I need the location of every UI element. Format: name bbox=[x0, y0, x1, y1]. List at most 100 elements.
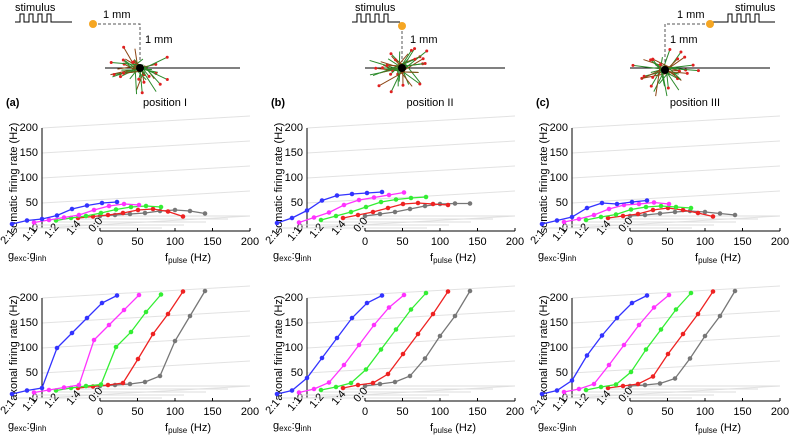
soma bbox=[661, 66, 669, 74]
x-tick-label: 200 bbox=[771, 406, 789, 418]
data-point bbox=[340, 385, 346, 391]
data-point bbox=[423, 290, 429, 296]
data-point bbox=[69, 206, 75, 212]
data-point bbox=[165, 311, 171, 317]
dendrite bbox=[129, 71, 137, 80]
y-tick-label: 150 bbox=[20, 317, 38, 329]
dendrite bbox=[402, 71, 421, 85]
data-point bbox=[378, 199, 384, 205]
z-tick-label: 0:0 bbox=[616, 385, 635, 404]
z-axis-title-part: g bbox=[273, 250, 279, 262]
data-point bbox=[710, 289, 716, 294]
data-point bbox=[120, 210, 126, 216]
electrode bbox=[89, 20, 97, 28]
x-tick-label: 150 bbox=[468, 406, 486, 418]
dendrite bbox=[380, 61, 399, 68]
x-axis-title-part: (Hz) bbox=[452, 252, 476, 264]
z-axis-title-part: g bbox=[538, 420, 544, 432]
synapse bbox=[142, 80, 146, 84]
data-point bbox=[591, 212, 597, 218]
data-point bbox=[415, 200, 421, 206]
y-tick-label: 100 bbox=[550, 342, 568, 354]
series-line bbox=[55, 294, 162, 392]
z-axis-title: gexc:ginh bbox=[538, 420, 576, 433]
y-tick-label: 50 bbox=[291, 197, 303, 209]
synapse bbox=[389, 90, 393, 94]
x-tick-label: 0 bbox=[97, 236, 103, 248]
synapse bbox=[651, 75, 655, 79]
y-tick-label: 50 bbox=[26, 367, 38, 379]
data-point bbox=[318, 217, 324, 223]
data-point bbox=[46, 217, 52, 223]
y-tick-label: 150 bbox=[550, 147, 568, 159]
data-point bbox=[355, 382, 361, 388]
dendrite bbox=[397, 56, 421, 66]
diagram-b: stimulus 1 mm bbox=[352, 2, 505, 94]
data-point bbox=[364, 300, 370, 306]
electrode bbox=[706, 20, 714, 28]
data-point bbox=[385, 371, 391, 377]
data-point bbox=[91, 207, 97, 213]
data-point bbox=[202, 288, 208, 294]
x-tick-label: 0 bbox=[97, 406, 103, 418]
data-point bbox=[400, 351, 406, 357]
grid-line bbox=[571, 285, 781, 299]
data-point bbox=[377, 381, 383, 387]
grid-line bbox=[41, 115, 251, 129]
synapse bbox=[683, 55, 687, 59]
x-tick-label: 50 bbox=[131, 406, 143, 418]
dendrite bbox=[655, 66, 661, 97]
x-axis-title: fpulse (Hz) bbox=[695, 252, 741, 265]
x-axis-title-part: f bbox=[695, 422, 699, 434]
data-point bbox=[636, 322, 642, 328]
y-tick-label: 150 bbox=[285, 317, 303, 329]
x-axis-title-part: f bbox=[430, 252, 434, 264]
synapse bbox=[377, 84, 381, 88]
z-tick-label: 1:4 bbox=[64, 218, 83, 237]
x-tick-label: 100 bbox=[696, 236, 714, 248]
diagram-c: stimulus 1 mm 1 mm bbox=[630, 2, 776, 97]
series-line bbox=[55, 205, 162, 222]
data-point bbox=[401, 292, 407, 298]
data-point bbox=[658, 203, 664, 209]
series-line bbox=[563, 294, 670, 393]
data-point bbox=[591, 381, 597, 387]
data-point bbox=[356, 197, 362, 203]
grid-line bbox=[306, 115, 516, 129]
synapse bbox=[409, 48, 413, 52]
data-point bbox=[172, 338, 178, 344]
x-tick-label: 200 bbox=[241, 236, 259, 248]
data-point bbox=[180, 214, 186, 219]
data-point bbox=[180, 289, 186, 294]
data-point bbox=[334, 193, 340, 198]
x-tick-label: 100 bbox=[166, 406, 184, 418]
z-axis-title-part: g bbox=[273, 420, 279, 432]
data-point bbox=[296, 220, 302, 225]
stimulus-label: stimulus bbox=[735, 2, 776, 14]
z-axis-title-part: inh bbox=[566, 424, 577, 433]
data-point bbox=[98, 382, 104, 387]
data-point bbox=[39, 385, 45, 391]
synapse bbox=[121, 58, 125, 62]
data-point bbox=[651, 200, 657, 205]
data-point bbox=[644, 198, 650, 203]
data-point bbox=[120, 380, 126, 386]
data-point bbox=[172, 207, 178, 213]
data-point bbox=[128, 329, 134, 335]
panel-title: position III bbox=[670, 97, 720, 109]
data-point bbox=[673, 307, 679, 312]
series-line bbox=[629, 290, 736, 387]
z-tick-label: 0:0 bbox=[351, 215, 370, 234]
data-point bbox=[24, 388, 30, 393]
y-tick-label: 50 bbox=[291, 367, 303, 379]
data-point bbox=[695, 311, 701, 317]
data-point bbox=[363, 367, 369, 372]
data-point bbox=[401, 190, 407, 195]
z-axis-title-part: g bbox=[538, 250, 544, 262]
data-point bbox=[629, 199, 635, 205]
series-line bbox=[585, 292, 692, 391]
grid-line bbox=[41, 140, 251, 154]
dendrite bbox=[372, 64, 402, 77]
data-point bbox=[680, 331, 686, 337]
data-point bbox=[61, 215, 67, 220]
